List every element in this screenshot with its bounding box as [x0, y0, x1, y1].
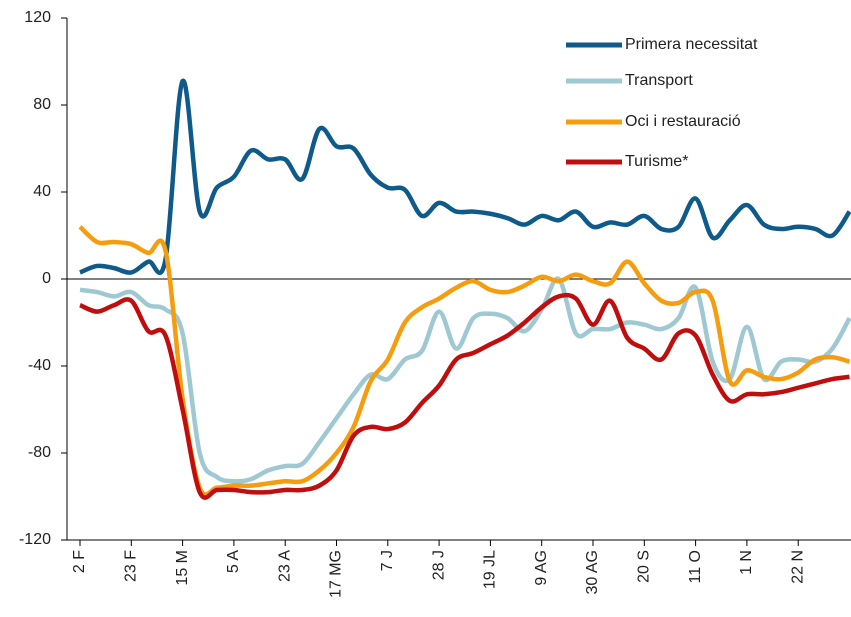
series-line [79, 78, 851, 276]
x-tick-label: 11 O [687, 550, 704, 584]
y-tick-label: 0 [42, 270, 51, 287]
y-tick-label: -120 [19, 531, 51, 548]
x-tick-label: 15 M [174, 550, 191, 586]
x-tick-label: 30 AG [584, 550, 601, 594]
x-tick-label: 1 N [738, 550, 755, 575]
legend-label: Transport [625, 72, 693, 89]
x-tick-label: 5 A [225, 550, 242, 573]
x-tick-label: 28 J [430, 550, 447, 580]
legend-label: Primera necessitat [625, 36, 758, 53]
series-line [79, 292, 850, 500]
x-tick-label: 17 MG [328, 550, 345, 598]
y-tick-label: -40 [28, 357, 51, 374]
x-tick-label: 22 N [789, 550, 806, 584]
x-tick-label: 20 S [636, 550, 653, 583]
y-tick-label: 80 [33, 96, 51, 113]
x-tick-label: 2 F [71, 550, 88, 573]
y-tick-label: 40 [33, 183, 51, 200]
series-line [79, 276, 851, 484]
x-tick-label: 7 J [379, 550, 396, 571]
y-tick-label: 120 [24, 9, 51, 26]
x-tick-label: 19 JL [482, 550, 499, 589]
legend-label: Oci i restauració [625, 113, 741, 130]
legend-label: Turisme* [625, 153, 688, 170]
x-tick-label: 23 A [276, 550, 293, 582]
x-tick-label: 9 AG [533, 550, 550, 586]
x-tick-label: 23 F [123, 550, 140, 582]
y-tick-label: -80 [28, 444, 51, 461]
